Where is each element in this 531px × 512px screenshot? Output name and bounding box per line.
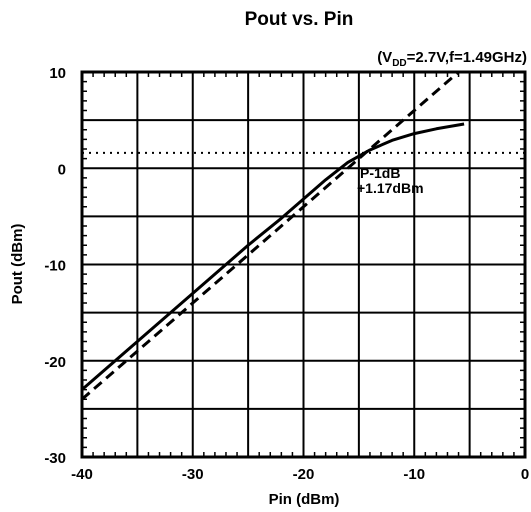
grid [82, 72, 525, 457]
plot-frame [80, 70, 527, 459]
subtitle-prefix: (V [377, 49, 392, 66]
chart-title: Pout vs. Pin [245, 9, 354, 30]
y-tick-label: 0 [58, 161, 66, 178]
x-tick-label: -20 [293, 466, 315, 483]
y-axis-label: Pout (dBm) [9, 224, 26, 305]
series-layer [81, 70, 525, 401]
x-tick-label: -30 [182, 466, 204, 483]
x-tick-label: -10 [403, 466, 425, 483]
y-tick-label: -20 [44, 354, 66, 371]
annotation-line-1: P-1dB [360, 165, 400, 181]
annotation-line-2: +1.17dBm [357, 180, 424, 196]
series-line-dashed [81, 70, 460, 401]
x-axis-label: Pin (dBm) [269, 491, 340, 508]
subtitle-suffix: =2.7V,f=1.49GHz) [407, 49, 527, 66]
series-line-solid [81, 122, 465, 391]
tick-labels: -40 -30 -20 -10 0 -30 -20 -10 0 10 [44, 65, 529, 483]
chart-subtitle: (VDD=2.7V,f=1.49GHz) [377, 49, 527, 69]
y-tick-label: 10 [49, 65, 66, 82]
subtitle-subscript: DD [392, 58, 406, 69]
y-tick-label: -10 [44, 258, 66, 275]
y-tick-label: -30 [44, 450, 66, 467]
x-tick-label: 0 [521, 466, 529, 483]
x-tick-label: -40 [71, 466, 93, 483]
